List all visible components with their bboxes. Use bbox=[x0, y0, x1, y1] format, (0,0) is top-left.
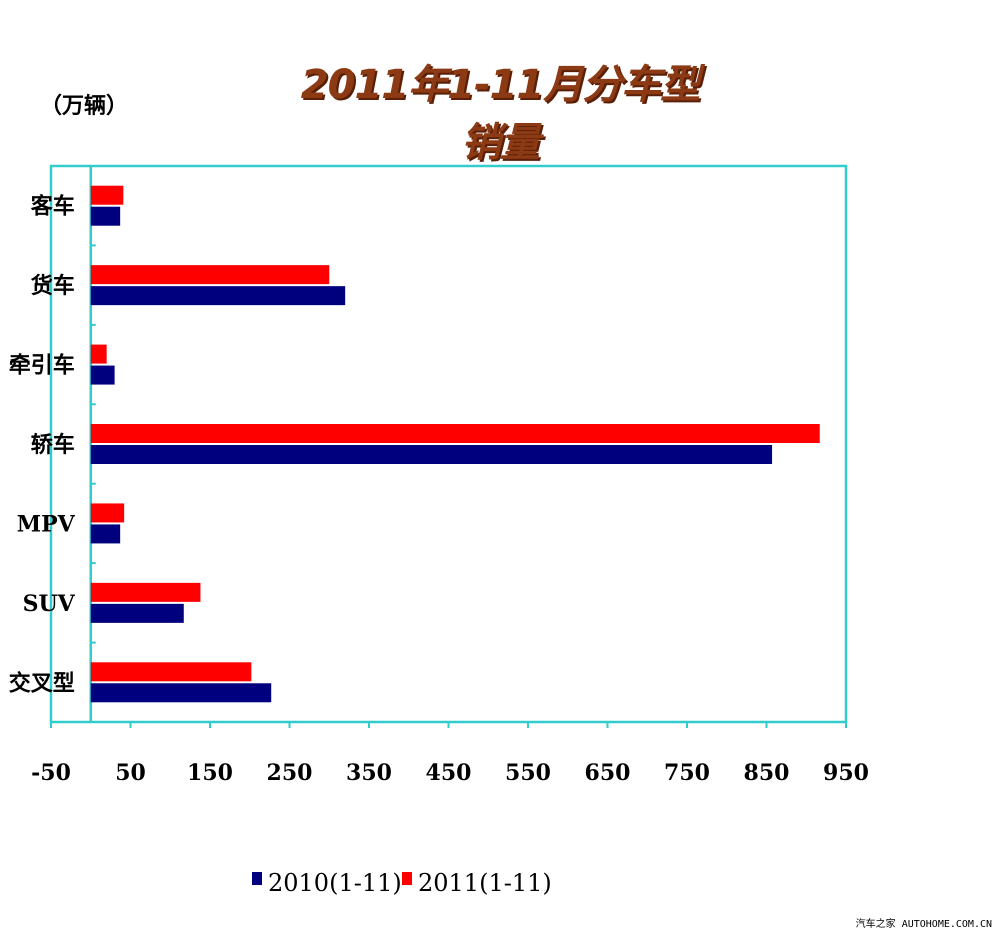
category-label: 货车 bbox=[31, 273, 75, 299]
legend-swatch bbox=[252, 872, 262, 885]
x-tick-label: 650 bbox=[585, 760, 631, 786]
bar-2011 bbox=[90, 185, 124, 205]
x-tick-label: -50 bbox=[31, 760, 71, 786]
bar-2010 bbox=[90, 524, 121, 544]
category-label: 客车 bbox=[31, 194, 75, 220]
x-tick-label: 550 bbox=[505, 760, 551, 786]
category-label: MPV bbox=[17, 511, 76, 537]
bar-2011 bbox=[90, 265, 330, 285]
bar-2010 bbox=[90, 286, 346, 306]
legend-label: 2011(1-11) bbox=[418, 869, 552, 897]
bar-2011 bbox=[90, 424, 820, 443]
legend-label: 2010(1-11) bbox=[268, 869, 402, 897]
bar-2011 bbox=[90, 344, 107, 364]
bar-2011 bbox=[90, 662, 252, 682]
category-label: 牵引车 bbox=[9, 353, 75, 379]
legend-swatch bbox=[402, 872, 412, 885]
x-tick-label: 850 bbox=[744, 760, 790, 786]
x-tick-label: 150 bbox=[187, 760, 233, 786]
bar-2010 bbox=[90, 365, 115, 385]
watermark: 汽车之家 AUTOHOME.COM.CN bbox=[855, 919, 992, 930]
bar-2010 bbox=[90, 445, 773, 464]
x-tick-label: 750 bbox=[664, 760, 710, 786]
bar-2010 bbox=[90, 206, 121, 226]
chart-title: 2011年1-11月分车型销量 bbox=[300, 62, 700, 166]
x-tick-label: 450 bbox=[426, 760, 472, 786]
category-label: SUV bbox=[23, 591, 76, 617]
x-tick-label: 950 bbox=[823, 760, 869, 786]
category-label: 交叉型 bbox=[9, 670, 75, 696]
bar-2010 bbox=[90, 603, 184, 623]
plot-border bbox=[49, 164, 848, 724]
x-tick-label: 250 bbox=[267, 760, 313, 786]
bar-2010 bbox=[90, 683, 272, 703]
unit-label: （万辆） bbox=[40, 93, 129, 119]
category-label: 轿车 bbox=[31, 432, 75, 458]
x-tick-label: 50 bbox=[115, 760, 146, 786]
bar-2011 bbox=[90, 582, 201, 602]
x-tick-label: 350 bbox=[346, 760, 392, 786]
bar-2011 bbox=[90, 503, 125, 523]
